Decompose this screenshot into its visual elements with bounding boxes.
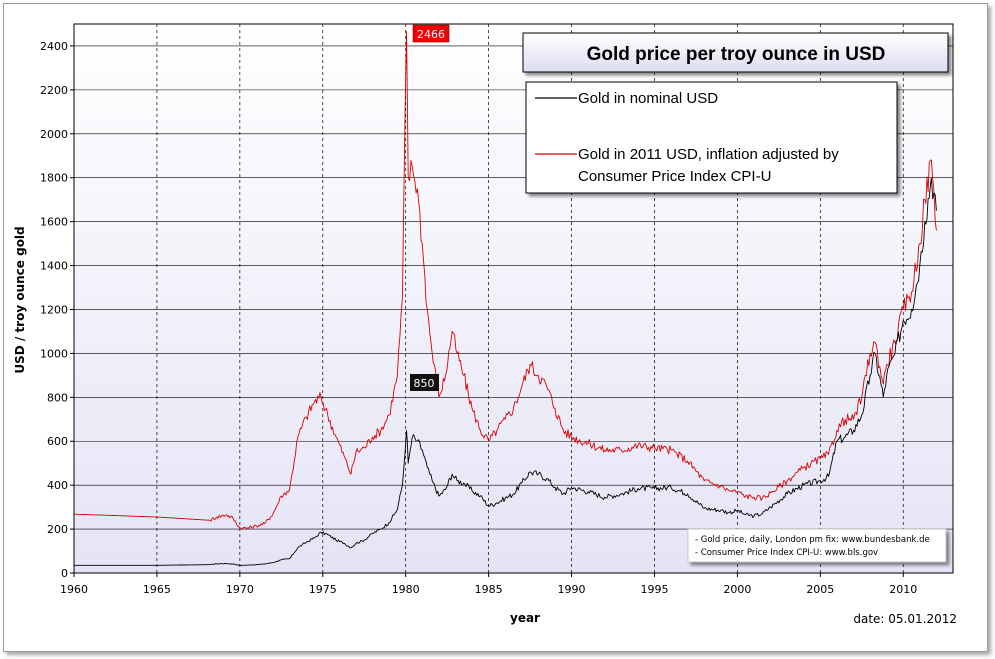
y-tick-label: 200	[47, 523, 68, 536]
x-tick-label: 1960	[60, 583, 88, 596]
legend-label-nominal: Gold in nominal USD	[578, 90, 718, 107]
y-tick-label: 800	[47, 391, 68, 404]
legend-label-inflation: Gold in 2011 USD, inflation adjusted by …	[578, 146, 843, 185]
y-tick-label: 2400	[40, 40, 68, 53]
source-gold: - Gold price, daily, London pm fix: www.…	[695, 535, 930, 545]
x-tick-label: 2010	[889, 583, 917, 596]
x-tick-label: 2005	[806, 583, 834, 596]
y-tick-label: 0	[61, 567, 68, 580]
x-tick-label: 1970	[226, 583, 254, 596]
sources-box: - Gold price, daily, London pm fix: www.…	[687, 528, 947, 563]
y-axis-ticks: 0 200 400 600 800 1000 1200 1400 1600 1800 2000 220…	[40, 40, 74, 580]
y-tick-label: 400	[47, 479, 68, 492]
series-layer	[73, 31, 937, 566]
annotation-2466: 2466	[417, 28, 445, 41]
title-box: Gold price per troy ounce in USD	[522, 32, 949, 73]
x-axis-ticks: 1960 1965 1970 1975 1980 1985 1990 1995 2000 2005…	[60, 573, 917, 596]
y-tick-label: 1800	[40, 172, 68, 185]
y-tick-label: 2000	[40, 128, 68, 141]
y-tick-label: 1400	[40, 260, 68, 273]
y-tick-label: 2200	[40, 84, 68, 97]
x-tick-label: 1995	[640, 583, 668, 596]
y-tick-label: 1200	[40, 303, 68, 316]
x-tick-label: 1980	[392, 583, 420, 596]
chart-title: Gold price per troy ounce in USD	[587, 44, 886, 65]
y-tick-label: 1600	[40, 216, 68, 229]
source-cpi: - Consumer Price Index CPI-U: www.bls.go…	[695, 548, 878, 558]
y-axis-label: USD / troy ounce gold	[13, 226, 27, 373]
annotation-peak-nominal: 850	[410, 374, 439, 391]
legend: Gold in nominal USD Gold in 2011 USD, in…	[525, 81, 898, 194]
y-tick-label: 600	[47, 435, 68, 448]
date-label: date: 05.01.2012	[853, 612, 957, 626]
x-tick-label: 1975	[309, 583, 337, 596]
series-line-nominal	[74, 177, 937, 566]
x-axis-label: year	[510, 611, 540, 625]
plot-border	[73, 23, 954, 574]
x-tick-label: 1990	[558, 583, 586, 596]
x-tick-label: 1965	[143, 583, 171, 596]
annotation-peak-inflation: 2466	[412, 24, 450, 43]
x-tick-label: 1985	[475, 583, 503, 596]
x-tick-label: 2000	[723, 583, 751, 596]
annotation-850: 850	[414, 377, 435, 390]
y-tick-label: 1000	[40, 347, 68, 360]
series-line-inflation-adjusted	[73, 31, 937, 530]
